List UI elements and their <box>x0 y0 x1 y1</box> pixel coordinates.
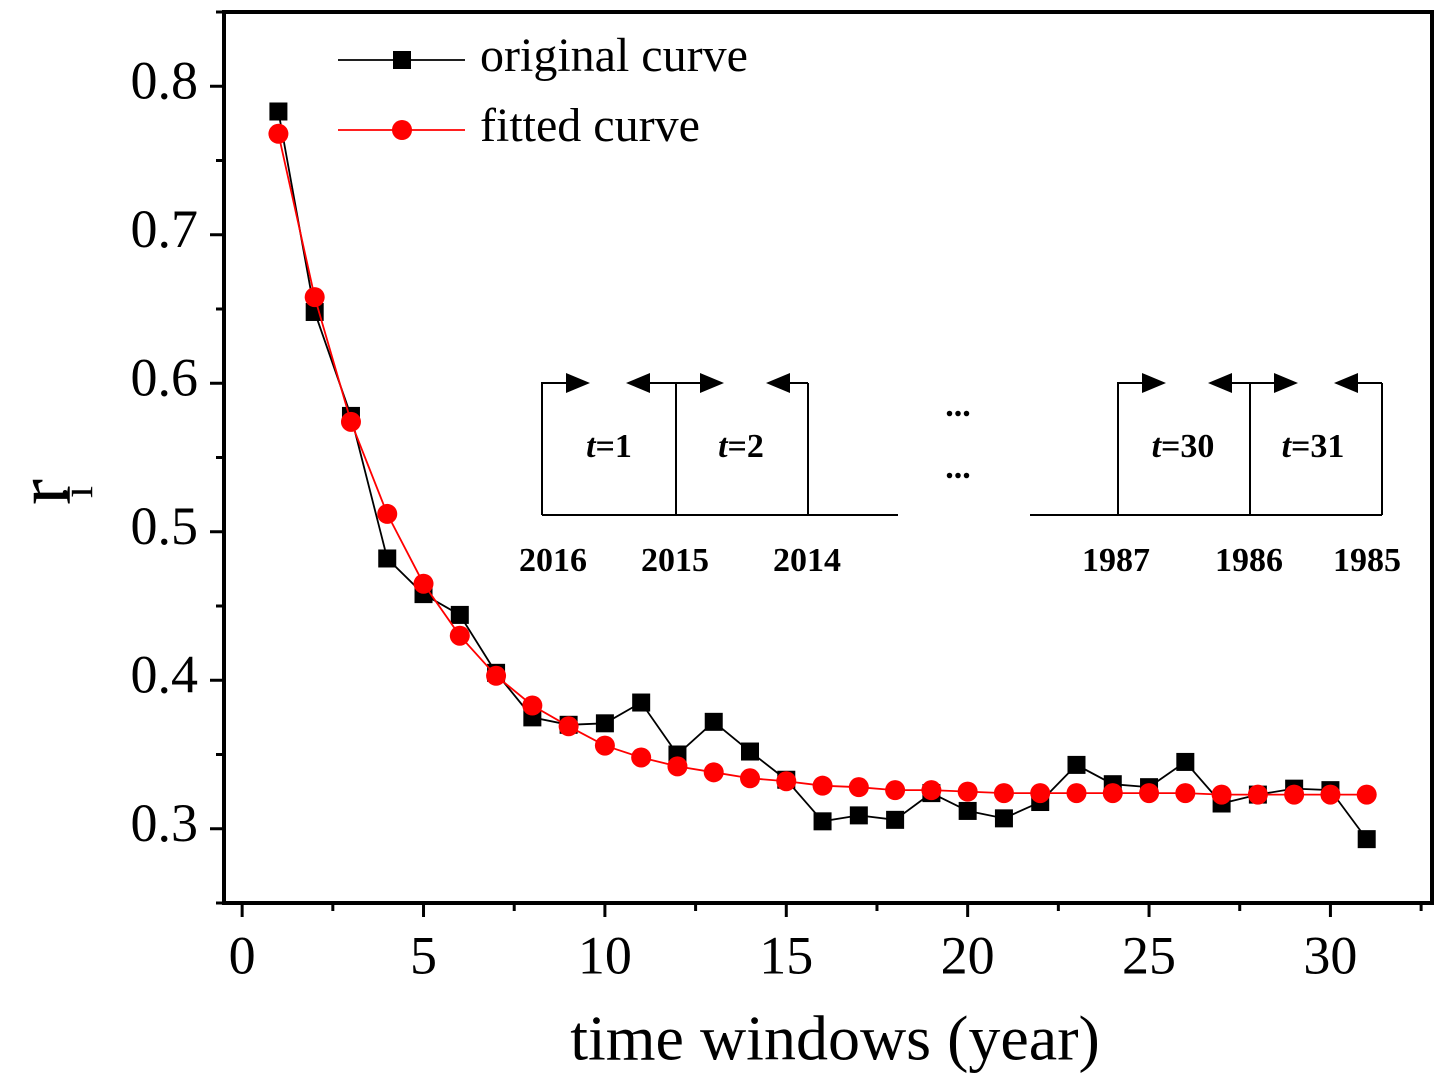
window-label: t=2 <box>718 428 764 465</box>
y-tick-label: 0.8 <box>131 51 199 111</box>
year-label: 1986 <box>1215 542 1283 579</box>
data-point <box>558 716 579 737</box>
data-point <box>1211 784 1232 805</box>
ellipsis: ... <box>945 449 971 486</box>
window-label: t=30 <box>1152 428 1215 465</box>
data-point <box>1320 784 1341 805</box>
x-tick-label: 20 <box>941 925 995 985</box>
data-point <box>704 712 723 731</box>
x-tick-label: 30 <box>1303 925 1357 985</box>
data-point <box>1356 784 1377 805</box>
data-point <box>776 771 797 792</box>
legend-marker <box>392 120 412 140</box>
data-point <box>1067 755 1086 774</box>
legend-label: original curve <box>480 29 748 82</box>
data-point <box>631 747 652 768</box>
data-point <box>886 810 905 829</box>
y-tick-label: 0.5 <box>131 496 199 556</box>
y-tick-label: 0.6 <box>131 348 199 408</box>
legend-marker <box>393 51 411 69</box>
y-axis-label: r <box>0 479 87 505</box>
data-point <box>377 503 398 524</box>
data-point <box>269 102 288 121</box>
data-point <box>957 781 978 802</box>
year-label: 2015 <box>641 542 709 579</box>
x-tick-label: 15 <box>759 925 813 985</box>
data-point <box>1139 783 1160 804</box>
data-point <box>450 605 469 624</box>
x-tick-label: 5 <box>410 925 437 985</box>
data-point <box>594 735 615 756</box>
data-point <box>1247 784 1268 805</box>
y-axis-label-sub: i <box>53 486 102 498</box>
data-point <box>921 780 942 801</box>
data-point <box>848 777 869 798</box>
data-point <box>340 411 361 432</box>
data-point <box>1030 783 1051 804</box>
data-point <box>1357 830 1376 849</box>
x-axis-label: time windows (year) <box>570 1003 1100 1074</box>
data-point <box>958 801 977 820</box>
ellipsis: ... <box>945 387 971 424</box>
data-point <box>1175 783 1196 804</box>
y-tick-label: 0.3 <box>131 793 199 853</box>
data-point <box>813 812 832 831</box>
data-point <box>812 775 833 796</box>
data-point <box>449 625 470 646</box>
year-label: 1985 <box>1333 542 1401 579</box>
data-point <box>632 693 651 712</box>
data-point <box>1284 784 1305 805</box>
data-point <box>268 123 289 144</box>
series-line <box>277 111 1368 840</box>
series <box>269 102 1376 849</box>
legend-label: fitted curve <box>480 99 700 152</box>
window-diagram <box>541 373 1383 516</box>
data-point <box>1066 783 1087 804</box>
data-point <box>741 742 760 761</box>
window-label: t=31 <box>1282 428 1345 465</box>
year-label: 2016 <box>519 542 587 579</box>
data-point <box>885 780 906 801</box>
data-point <box>994 809 1013 828</box>
data-point <box>378 549 397 568</box>
data-point <box>1176 752 1195 771</box>
data-point <box>740 768 761 789</box>
data-point <box>305 302 324 321</box>
data-point <box>849 806 868 825</box>
y-tick-label: 0.4 <box>131 645 199 705</box>
data-point <box>1102 783 1123 804</box>
data-point <box>703 762 724 783</box>
year-label: 2014 <box>773 542 841 579</box>
data-point <box>304 287 325 308</box>
data-point <box>667 756 688 777</box>
year-label: 1987 <box>1082 542 1150 579</box>
y-tick-label: 0.7 <box>131 199 199 259</box>
data-point <box>522 695 543 716</box>
x-tick-label: 0 <box>229 925 256 985</box>
data-point <box>486 665 507 686</box>
x-tick-label: 25 <box>1122 925 1176 985</box>
data-point <box>595 714 614 733</box>
data-point <box>413 573 434 594</box>
x-tick-label: 10 <box>578 925 632 985</box>
series <box>268 123 1377 805</box>
data-point <box>993 783 1014 804</box>
window-label: t=1 <box>586 428 632 465</box>
